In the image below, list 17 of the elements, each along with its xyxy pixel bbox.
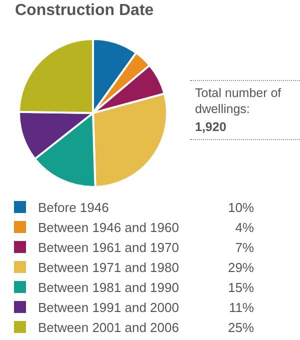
data-label: 25%	[226, 320, 254, 334]
text: Total number of dwellings:	[195, 85, 282, 117]
data-label: 10%	[226, 200, 254, 214]
data-label: 29%	[226, 260, 254, 274]
data-label: 7%	[234, 240, 254, 254]
legend-label: Between 2001 and 2006	[38, 320, 180, 334]
legend-label: Before 1946	[38, 200, 110, 214]
data-label: 4%	[234, 220, 254, 234]
legend-label: Between 1991 and 2000	[38, 300, 180, 314]
legend-label: Between 1981 and 1990	[38, 280, 180, 294]
text: 1,920	[195, 119, 228, 135]
legend-label: Between 1961 and 1970	[38, 240, 180, 254]
legend-label: Between 1946 and 1960	[38, 220, 180, 234]
data-label: 11%	[228, 300, 254, 314]
chart-title: Construction Date	[15, 2, 154, 20]
data-label: 15%	[226, 280, 254, 294]
legend-label: Between 1971 and 1980	[38, 260, 180, 274]
